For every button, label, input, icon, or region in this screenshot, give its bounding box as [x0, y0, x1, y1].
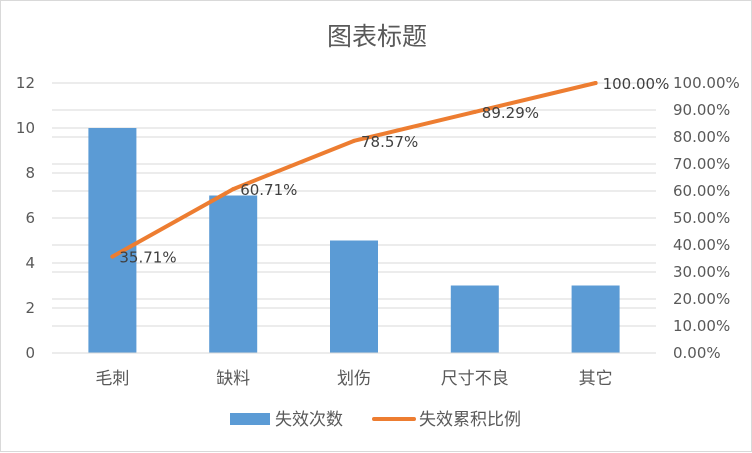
x-category-label: 毛刺 [95, 369, 129, 389]
chart-title: 图表标题 [327, 22, 427, 51]
y-left-tick-label: 6 [25, 209, 35, 227]
y-left-tick-label: 8 [25, 164, 35, 182]
data-label: 78.57% [361, 133, 418, 151]
line-point [110, 254, 115, 259]
y-right-tick-label: 90.00% [673, 101, 730, 119]
y-right-tick-label: 20.00% [673, 290, 730, 308]
data-label: 60.71% [240, 181, 297, 199]
line-series [110, 81, 598, 259]
bar [88, 128, 137, 353]
x-category-label: 其它 [579, 369, 613, 389]
x-category-label: 尺寸不良 [441, 369, 509, 389]
legend-bar-label: 失效次数 [275, 410, 343, 430]
x-category-label: 缺料 [216, 369, 250, 389]
data-labels: 35.71% 60.71% 78.57% 89.29% 100.00% [119, 75, 669, 267]
y-left-tick-label: 10 [16, 119, 35, 137]
y-right-tick-label: 40.00% [673, 236, 730, 254]
y-right-tick-label: 30.00% [673, 263, 730, 281]
x-category-label: 划伤 [337, 369, 371, 389]
legend-line-label: 失效累积比例 [419, 410, 521, 430]
bar [209, 195, 258, 353]
y-right-tick-label: 100.00% [673, 74, 740, 92]
line-point [593, 81, 598, 85]
bar [330, 240, 378, 353]
y-left-tick-label: 2 [25, 299, 35, 317]
y-right-tick-label: 10.00% [673, 317, 730, 335]
bar-series [88, 128, 620, 353]
legend: 失效次数 失效累积比例 [230, 410, 521, 430]
y-left-tick-label: 12 [16, 74, 35, 92]
y-right-tick-label: 80.00% [673, 128, 730, 146]
y-right-tick-label: 50.00% [673, 209, 730, 227]
y-right-tick-label: 60.00% [673, 182, 730, 200]
line-point [472, 109, 477, 114]
y-right-tick-label: 70.00% [673, 155, 730, 173]
line-point [352, 138, 356, 143]
data-label: 89.29% [482, 104, 539, 122]
line-point [231, 187, 236, 192]
legend-bar-swatch [230, 413, 270, 425]
y-right-tick-label: 0.00% [673, 344, 721, 362]
bar [450, 285, 499, 353]
bar [571, 285, 620, 353]
data-label: 100.00% [603, 75, 670, 93]
y-left-tick-label: 4 [25, 254, 35, 272]
y-left-tick-label: 0 [25, 344, 35, 362]
axes: 0 2 4 6 8 10 12 0.00% 10.00% 20.00% 30.00% 40.00% 50… [16, 74, 740, 389]
data-label: 35.71% [119, 249, 176, 267]
